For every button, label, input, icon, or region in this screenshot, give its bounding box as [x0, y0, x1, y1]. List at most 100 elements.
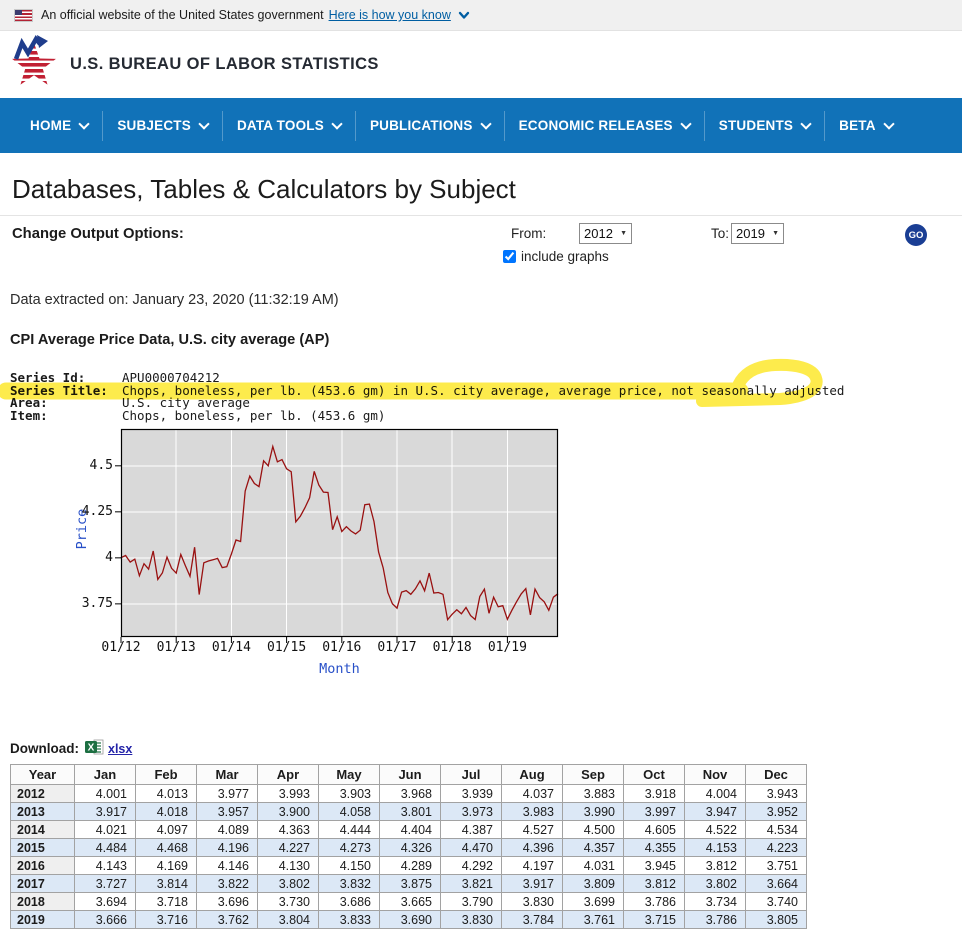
page-title: Databases, Tables & Calculators by Subje… — [12, 174, 516, 204]
divider — [0, 215, 962, 216]
nav-item-beta[interactable]: BETA — [825, 111, 907, 141]
from-year-value: 2012 — [584, 226, 613, 241]
series-info-value: Chops, boneless, per lb. (453.6 gm) — [122, 407, 386, 423]
value-cell: 4.534 — [745, 820, 807, 839]
year-cell: 2019 — [10, 910, 75, 929]
how-you-know-link[interactable]: Here is how you know — [328, 8, 451, 22]
nav-item-subjects[interactable]: SUBJECTS — [103, 110, 223, 141]
dropdown-arrow-icon: ▼ — [620, 230, 627, 237]
value-cell: 3.883 — [562, 784, 624, 803]
value-cell: 3.977 — [196, 784, 258, 803]
value-cell: 4.150 — [318, 856, 380, 875]
value-cell: 4.484 — [74, 838, 136, 857]
column-header: Year — [10, 764, 75, 785]
table-row: 2014 4.021 4.097 4.089 4.363 4.444 4.404 4.387 4… — [10, 820, 807, 839]
to-year-select[interactable]: 2019 ▼ — [731, 223, 784, 244]
value-cell: 4.031 — [562, 856, 624, 875]
go-button[interactable]: GO — [905, 224, 927, 246]
chevron-down-icon — [479, 117, 492, 130]
change-output-options-label: Change Output Options: — [12, 226, 184, 242]
dropdown-arrow-icon: ▼ — [772, 230, 779, 237]
banner-text: An official website of the United States… — [41, 8, 324, 22]
to-label: To: — [711, 226, 730, 241]
from-year-select[interactable]: 2012 ▼ — [579, 223, 632, 244]
value-cell: 3.990 — [562, 802, 624, 821]
data-extracted-text: Data extracted on: January 23, 2020 (11:… — [10, 292, 339, 308]
nav-item-label: PUBLICATIONS — [369, 118, 473, 133]
site-header: U.S. BUREAU OF LABOR STATISTICS — [0, 31, 962, 98]
value-cell: 3.952 — [745, 802, 807, 821]
value-cell: 4.444 — [318, 820, 380, 839]
xlsx-download-link[interactable]: xlsx — [108, 741, 133, 756]
value-cell: 3.805 — [745, 910, 807, 929]
nav-item-label: STUDENTS — [718, 118, 794, 133]
value-cell: 4.404 — [379, 820, 441, 839]
value-cell: 3.801 — [379, 802, 441, 821]
value-cell: 4.197 — [501, 856, 563, 875]
value-cell: 4.396 — [501, 838, 563, 857]
svg-text:X: X — [88, 743, 95, 754]
value-cell: 4.355 — [623, 838, 685, 857]
download-row: Download: X xlsx — [10, 739, 952, 758]
value-cell: 4.196 — [196, 838, 258, 857]
value-cell: 3.804 — [257, 910, 319, 929]
nav-item-home[interactable]: HOME — [16, 110, 104, 141]
x-tick-label: 01/17 — [377, 640, 417, 655]
column-header: Mar — [196, 764, 258, 785]
value-cell: 3.686 — [318, 892, 380, 911]
x-tick-label: 01/19 — [487, 640, 527, 655]
value-cell: 3.983 — [501, 802, 563, 821]
value-cell: 4.527 — [501, 820, 563, 839]
value-cell: 3.943 — [745, 784, 807, 803]
table-row: 2018 3.694 3.718 3.696 3.730 3.686 3.665 3.790 3… — [10, 892, 807, 911]
nav-item-economic-releases[interactable]: ECONOMIC RELEASES — [505, 110, 705, 141]
chevron-down-icon — [800, 117, 812, 130]
table-row: 2012 4.001 4.013 3.977 3.993 3.903 3.968 3.939 4… — [10, 784, 807, 803]
value-cell: 3.694 — [74, 892, 136, 911]
value-cell: 4.004 — [684, 784, 746, 803]
column-header: Apr — [257, 764, 319, 785]
value-cell: 3.993 — [257, 784, 319, 803]
value-cell: 3.690 — [379, 910, 441, 929]
value-cell: 3.664 — [745, 874, 807, 893]
value-cell: 3.917 — [74, 802, 136, 821]
value-cell: 3.833 — [318, 910, 380, 929]
value-cell: 3.665 — [379, 892, 441, 911]
table-row: 2015 4.484 4.468 4.196 4.227 4.273 4.326 4.470 4… — [10, 838, 807, 857]
bls-logo — [8, 33, 60, 96]
year-cell: 2018 — [10, 892, 75, 911]
value-cell: 3.751 — [745, 856, 807, 875]
value-cell: 4.153 — [684, 838, 746, 857]
nav-item-students[interactable]: STUDENTS — [705, 110, 826, 141]
section-heading: CPI Average Price Data, U.S. city averag… — [10, 332, 330, 348]
excel-icon: X — [85, 739, 104, 758]
column-header: Jun — [379, 764, 441, 785]
nav-item-data-tools[interactable]: DATA TOOLS — [223, 110, 356, 141]
value-cell: 4.292 — [440, 856, 502, 875]
value-cell: 3.812 — [623, 874, 685, 893]
year-cell: 2016 — [10, 856, 75, 875]
nav-item-publications[interactable]: PUBLICATIONS — [356, 110, 505, 141]
price-chart: Price Month 4.5 4.25 4 3.75 01/12 01/13 01/14 0… — [10, 428, 952, 681]
value-cell: 4.363 — [257, 820, 319, 839]
value-cell: 3.699 — [562, 892, 624, 911]
value-cell: 3.812 — [684, 856, 746, 875]
chevron-down-icon[interactable] — [458, 11, 470, 20]
y-tick-label: 4 — [105, 549, 113, 565]
nav-item-label: ECONOMIC RELEASES — [518, 118, 673, 133]
column-header: Aug — [501, 764, 563, 785]
x-tick-label: 01/13 — [156, 640, 196, 655]
value-cell: 3.762 — [196, 910, 258, 929]
value-cell: 3.945 — [623, 856, 685, 875]
nav-item-label: DATA TOOLS — [236, 118, 324, 133]
value-cell: 4.468 — [135, 838, 197, 857]
value-cell: 4.289 — [379, 856, 441, 875]
value-cell: 4.273 — [318, 838, 380, 857]
include-graphs-checkbox[interactable] — [503, 250, 516, 263]
column-header: Jan — [74, 764, 136, 785]
value-cell: 4.169 — [135, 856, 197, 875]
value-cell: 3.917 — [501, 874, 563, 893]
agency-name: U.S. BUREAU OF LABOR STATISTICS — [70, 55, 379, 73]
value-cell: 3.968 — [379, 784, 441, 803]
us-flag-icon — [14, 8, 33, 22]
